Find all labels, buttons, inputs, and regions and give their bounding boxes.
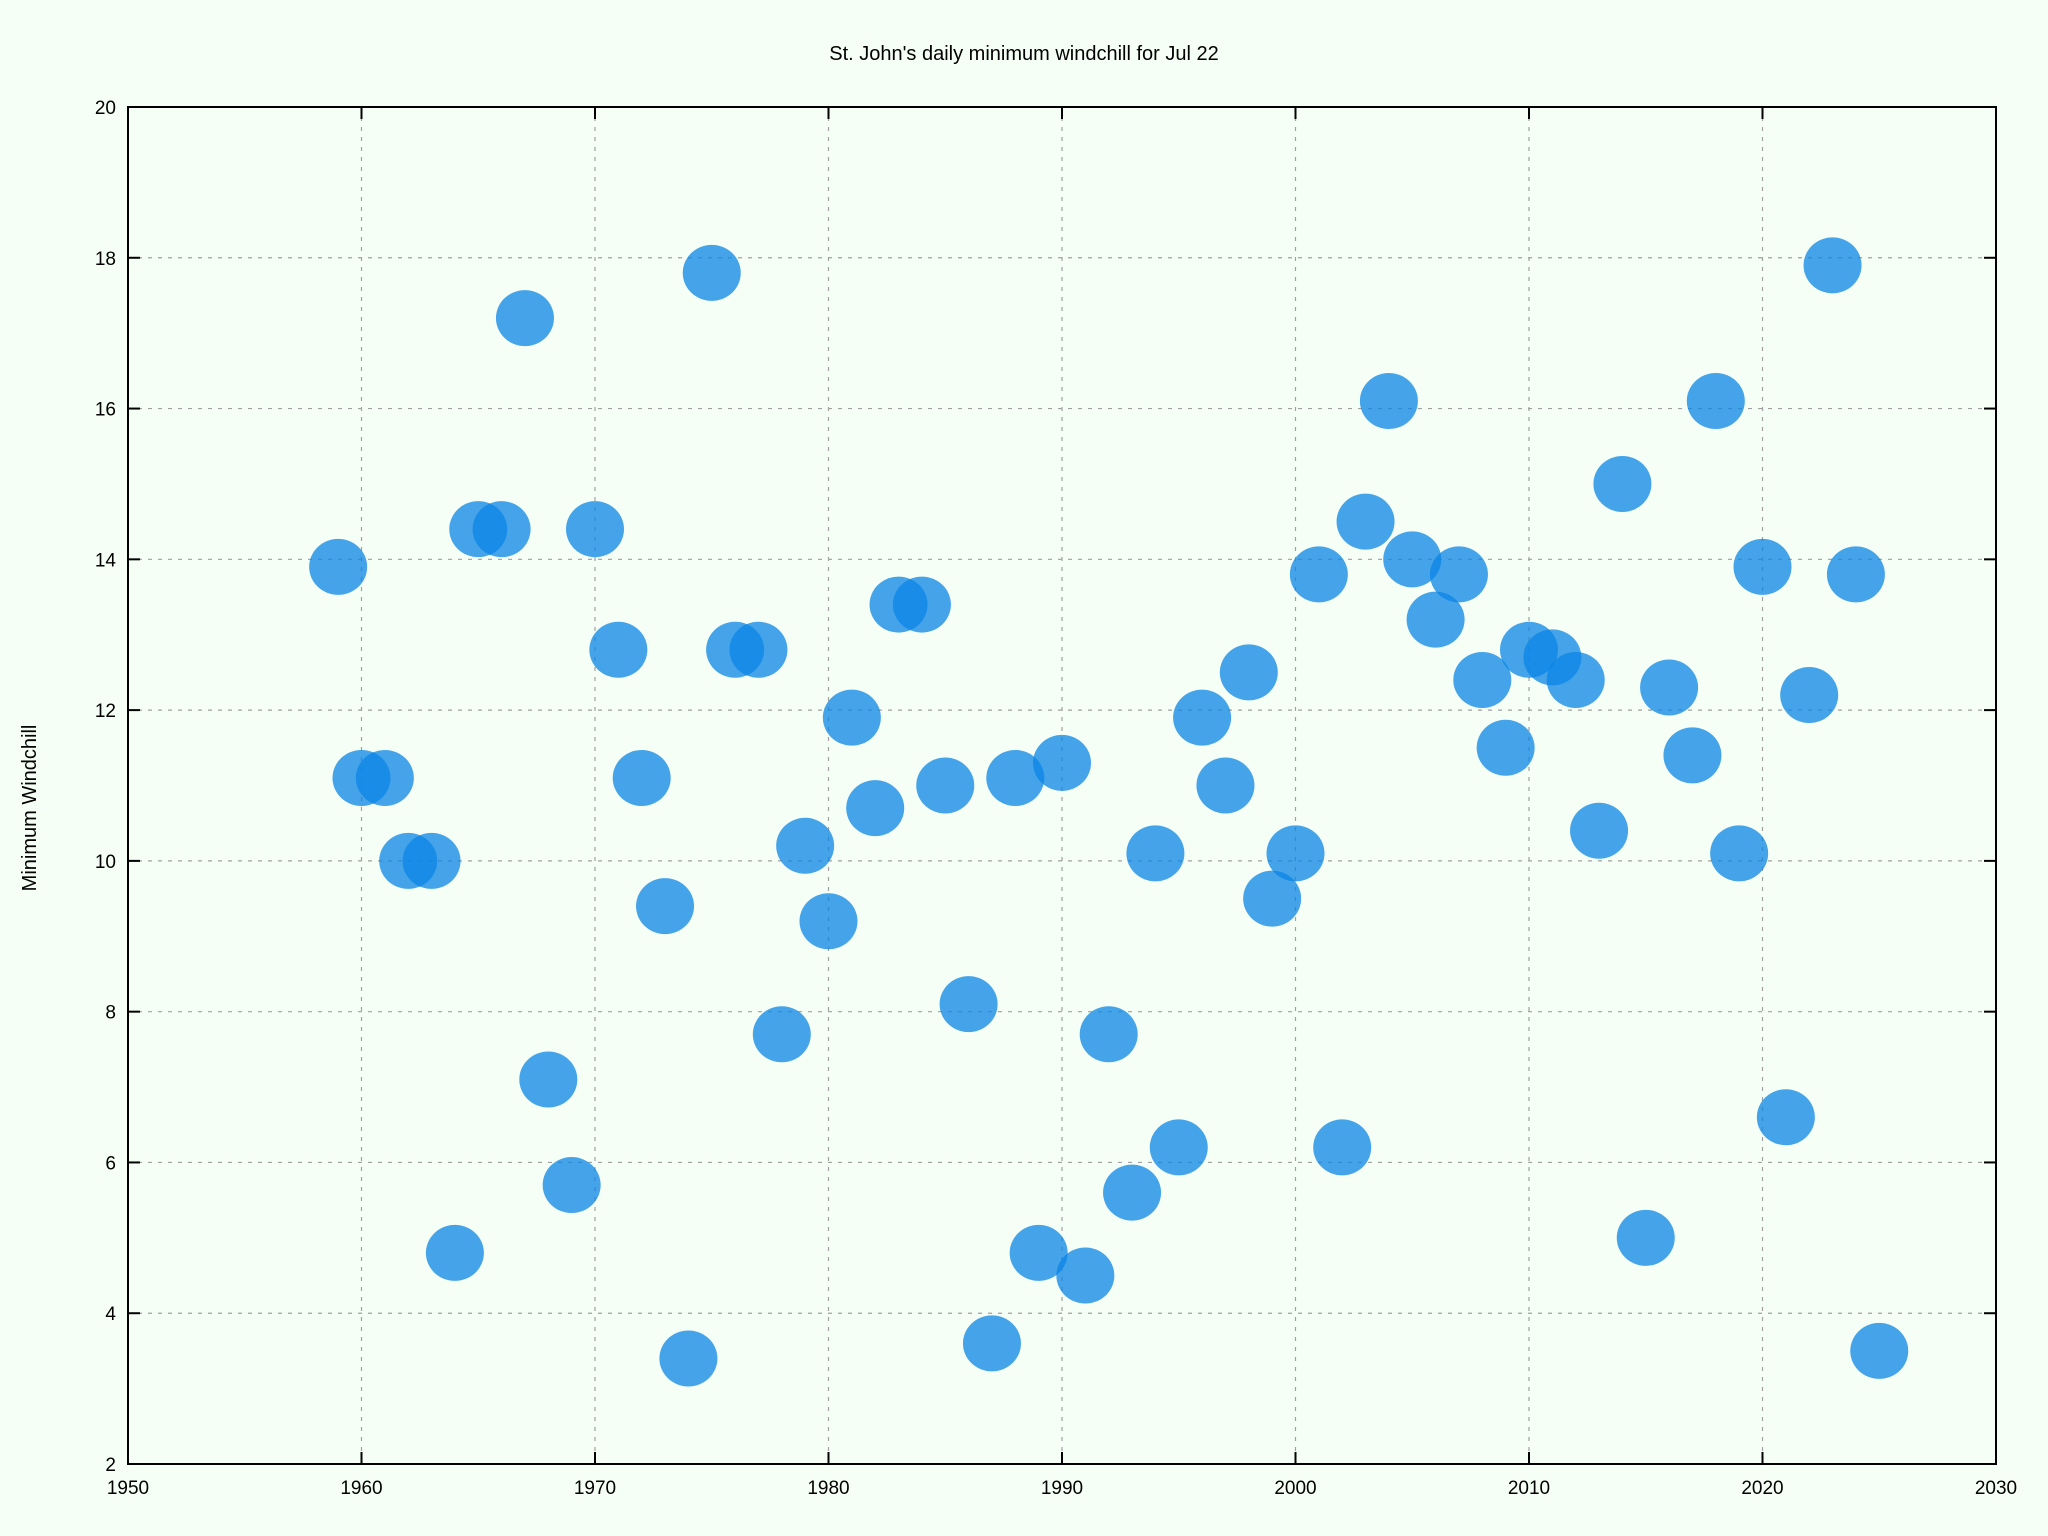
y-tick-label: 2 bbox=[105, 1455, 116, 1476]
data-point bbox=[1033, 734, 1091, 791]
data-point bbox=[1383, 531, 1442, 588]
data-point bbox=[1336, 493, 1395, 550]
x-tick-label: 2030 bbox=[1975, 1478, 2017, 1499]
data-point bbox=[1593, 455, 1652, 512]
data-point bbox=[1173, 689, 1232, 746]
data-point bbox=[752, 1006, 811, 1063]
data-point bbox=[799, 893, 858, 950]
x-tick-label: 1980 bbox=[807, 1478, 849, 1499]
y-tick-label: 14 bbox=[95, 550, 117, 571]
x-tick-label: 2010 bbox=[1508, 1478, 1550, 1499]
data-point bbox=[1406, 591, 1465, 648]
data-points bbox=[309, 237, 1909, 1387]
data-point bbox=[1780, 667, 1839, 724]
data-point bbox=[822, 689, 881, 746]
data-point bbox=[1126, 825, 1185, 882]
data-point bbox=[355, 749, 414, 806]
y-tick-label: 10 bbox=[95, 852, 116, 873]
data-point bbox=[1149, 1119, 1208, 1176]
axis-ticks: 1950 1960 1970 1980 1990 2000 2010 2020 20302468… bbox=[95, 98, 2017, 1499]
data-point bbox=[542, 1157, 601, 1214]
data-point bbox=[1616, 1209, 1675, 1266]
data-point bbox=[1079, 1006, 1138, 1063]
data-point bbox=[1803, 237, 1862, 294]
data-point bbox=[589, 621, 648, 678]
data-point bbox=[309, 538, 368, 595]
data-point bbox=[519, 1051, 578, 1108]
data-point bbox=[1850, 1322, 1909, 1379]
y-tick-label: 16 bbox=[95, 400, 116, 421]
data-point bbox=[986, 749, 1045, 806]
data-point bbox=[892, 576, 951, 633]
y-axis-label: Minimum Windchill bbox=[19, 725, 41, 892]
data-point bbox=[1266, 825, 1325, 882]
data-point bbox=[1429, 546, 1488, 603]
data-point bbox=[472, 501, 531, 558]
data-point bbox=[1056, 1247, 1115, 1304]
data-point bbox=[1009, 1224, 1068, 1281]
x-tick-label: 2000 bbox=[1274, 1478, 1316, 1499]
x-tick-label: 1960 bbox=[340, 1478, 382, 1499]
data-point bbox=[566, 501, 624, 558]
data-point bbox=[776, 817, 835, 874]
data-point bbox=[659, 1330, 718, 1387]
data-point bbox=[916, 757, 975, 814]
data-point bbox=[962, 1315, 1021, 1372]
x-tick-label: 1950 bbox=[107, 1478, 149, 1499]
data-point bbox=[1219, 644, 1278, 701]
data-point bbox=[1289, 546, 1348, 603]
y-tick-label: 8 bbox=[105, 1003, 116, 1024]
y-tick-label: 12 bbox=[95, 701, 116, 722]
data-point bbox=[846, 780, 905, 837]
data-point bbox=[939, 976, 998, 1033]
data-point bbox=[729, 621, 788, 678]
x-tick-label: 2020 bbox=[1741, 1478, 1783, 1499]
data-point bbox=[1733, 538, 1792, 595]
data-point bbox=[1243, 870, 1302, 927]
chart-title: St. John's daily minimum windchill for J… bbox=[829, 43, 1219, 65]
data-point bbox=[1196, 757, 1255, 814]
data-point bbox=[495, 290, 554, 347]
x-tick-label: 1970 bbox=[574, 1478, 616, 1499]
y-tick-label: 4 bbox=[105, 1304, 116, 1325]
data-point bbox=[1570, 802, 1629, 859]
data-point bbox=[1453, 651, 1512, 708]
data-point bbox=[1476, 719, 1535, 776]
data-point bbox=[636, 878, 695, 935]
data-point bbox=[1756, 1089, 1815, 1146]
data-point bbox=[1826, 546, 1885, 603]
data-point bbox=[1686, 373, 1745, 430]
data-point bbox=[1359, 373, 1418, 430]
data-point bbox=[1663, 727, 1722, 784]
data-point bbox=[612, 749, 671, 806]
data-point bbox=[1313, 1119, 1372, 1176]
y-tick-label: 20 bbox=[95, 98, 116, 119]
data-point bbox=[425, 1224, 484, 1281]
y-tick-label: 6 bbox=[105, 1153, 116, 1174]
data-point bbox=[1103, 1164, 1162, 1221]
data-point bbox=[1640, 659, 1699, 716]
data-point bbox=[1710, 825, 1769, 882]
y-tick-label: 18 bbox=[95, 249, 116, 270]
data-point bbox=[402, 832, 461, 889]
data-point bbox=[682, 244, 741, 301]
x-tick-label: 1990 bbox=[1041, 1478, 1083, 1499]
data-point bbox=[1546, 651, 1605, 708]
